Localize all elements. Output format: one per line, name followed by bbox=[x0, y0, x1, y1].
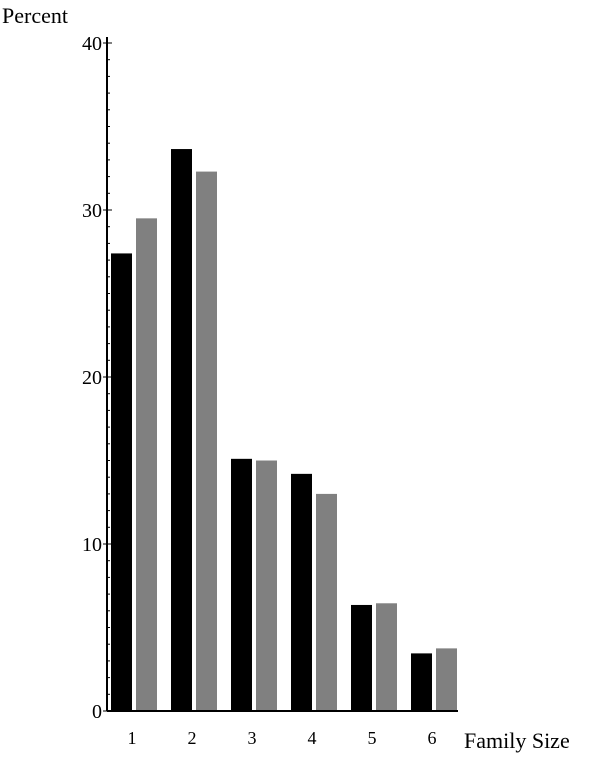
bar-3-series-1 bbox=[231, 458, 252, 711]
x-tick-label: 2 bbox=[188, 728, 197, 748]
x-tick-label: 6 bbox=[428, 728, 437, 748]
y-axis-label: Percent bbox=[2, 3, 68, 28]
bar-1-series-2 bbox=[136, 218, 157, 711]
bar-5-series-1 bbox=[351, 604, 372, 711]
y-tick-label: 30 bbox=[82, 200, 102, 222]
bar-5-series-2 bbox=[376, 603, 397, 711]
bar-6-series-2 bbox=[436, 648, 457, 711]
bar-4-series-2 bbox=[316, 493, 337, 711]
bar-3-series-2 bbox=[256, 460, 277, 711]
y-tick-label: 0 bbox=[92, 701, 102, 723]
y-tick-label: 10 bbox=[82, 534, 102, 556]
bar-4-series-1 bbox=[291, 473, 312, 711]
y-tick-label: 20 bbox=[82, 367, 102, 389]
x-tick-label: 1 bbox=[128, 728, 137, 748]
bar-2-series-1 bbox=[171, 149, 192, 712]
x-tick-label: 4 bbox=[308, 728, 317, 748]
bar-6-series-1 bbox=[411, 653, 432, 711]
x-tick-label: 5 bbox=[368, 728, 377, 748]
bar-2-series-2 bbox=[196, 171, 217, 712]
x-axis-label: Family Size bbox=[464, 728, 570, 753]
y-tick-label: 40 bbox=[82, 33, 102, 55]
bar-1-series-1 bbox=[111, 253, 132, 712]
x-tick-label: 3 bbox=[248, 728, 257, 748]
